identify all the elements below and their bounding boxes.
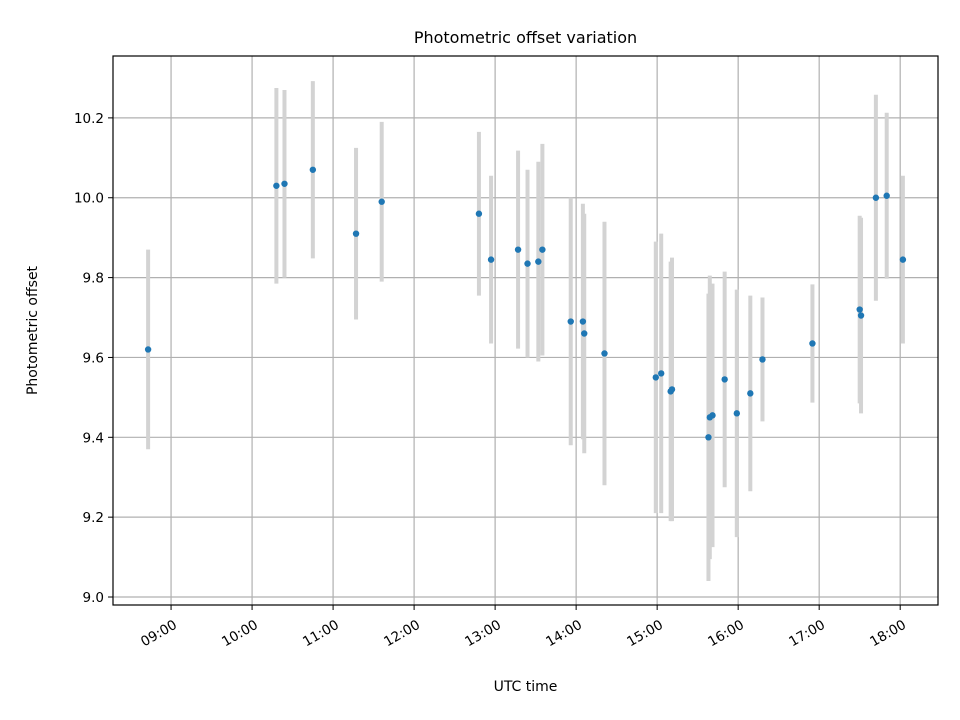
grid — [113, 56, 938, 605]
data-point — [601, 350, 608, 357]
data-point — [378, 198, 385, 205]
x-tick-label: 16:00 — [705, 617, 747, 650]
x-tick-label: 09:00 — [138, 617, 180, 650]
data-point — [281, 180, 288, 187]
x-tick-label: 13:00 — [462, 617, 504, 650]
x-tick-label: 18:00 — [867, 617, 909, 650]
plot-frame — [112, 55, 939, 606]
data-point — [883, 192, 890, 199]
data-point — [581, 330, 588, 337]
data-point — [872, 194, 880, 201]
x-tick-label: 12:00 — [381, 617, 423, 650]
data-point — [567, 318, 574, 325]
data-point — [705, 434, 712, 441]
data-point — [535, 258, 542, 265]
y-tick-label: 9.8 — [83, 271, 104, 287]
data-point — [657, 370, 665, 377]
chart-title: Photometric offset variation — [414, 28, 637, 47]
data-point — [309, 166, 317, 173]
data-point — [487, 256, 495, 263]
y-tick-label: 9.6 — [83, 350, 104, 366]
data-point — [539, 246, 546, 253]
data-points — [144, 166, 907, 441]
error-bars — [146, 81, 905, 582]
y-axis-label: Photometric offset — [25, 265, 41, 395]
data-point — [273, 182, 280, 189]
x-tick-label: 11:00 — [300, 617, 342, 650]
y-tick-label: 9.4 — [83, 430, 104, 446]
data-point — [144, 346, 152, 353]
x-tick-label: 17:00 — [786, 617, 828, 650]
y-tick-label: 9.2 — [83, 510, 104, 526]
data-point — [733, 410, 741, 417]
data-point — [899, 256, 907, 263]
data-point — [759, 356, 766, 363]
x-tick-label: 10:00 — [219, 617, 261, 650]
data-point — [668, 386, 676, 393]
data-point — [857, 312, 865, 319]
data-point — [352, 230, 360, 237]
y-tick-label: 9.0 — [83, 590, 104, 606]
data-point — [475, 210, 483, 217]
x-tick-label: 15:00 — [624, 617, 666, 650]
data-point — [721, 376, 728, 383]
data-point — [652, 374, 659, 381]
data-point — [709, 412, 716, 419]
data-point — [747, 390, 754, 397]
data-point — [514, 246, 522, 253]
y-tick-label: 10.0 — [74, 191, 104, 207]
x-axis-label: UTC time — [494, 679, 558, 695]
x-axis-ticks: 09:00 10:00 11:00 12:00 13:00 14:00 15:00 16:00… — [138, 605, 909, 650]
data-point — [579, 318, 587, 325]
y-axis-ticks: 9.0 9.2 9.4 9.6 9.8 10.0 10.2 — [74, 111, 113, 606]
y-tick-label: 10.2 — [74, 111, 104, 127]
data-point — [809, 340, 816, 347]
data-point — [856, 306, 863, 313]
x-tick-label: 14:00 — [543, 617, 585, 650]
data-point — [524, 260, 531, 267]
